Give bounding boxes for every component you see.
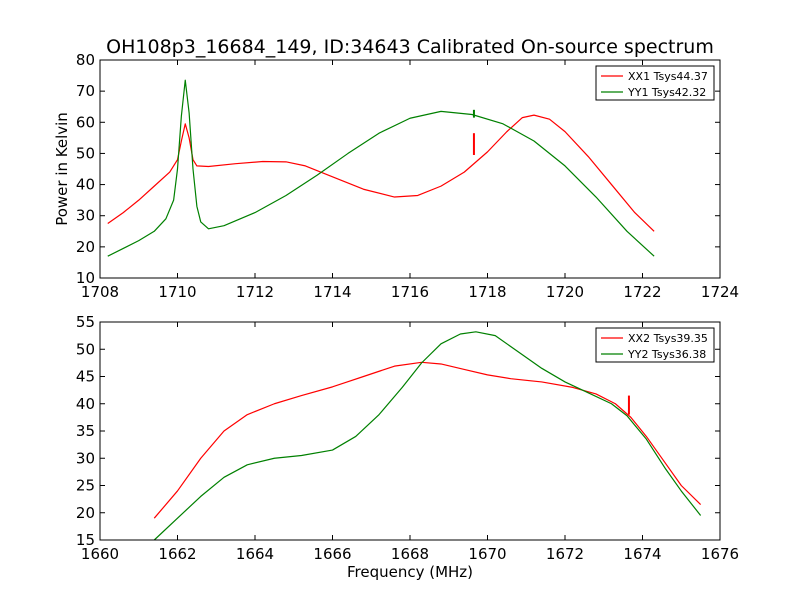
y-tick-label: 10 bbox=[76, 269, 95, 287]
x-tick-label: 1664 bbox=[236, 545, 274, 563]
y-tick-label: 40 bbox=[76, 176, 95, 194]
x-tick-label: 1676 bbox=[701, 545, 739, 563]
y-axis-label: Power in Kelvin bbox=[53, 112, 71, 226]
y-tick-label: 55 bbox=[76, 313, 95, 331]
x-tick-label: 1724 bbox=[701, 283, 739, 301]
y-tick-label: 70 bbox=[76, 82, 95, 100]
legend-box bbox=[595, 327, 715, 363]
series-line-2 bbox=[153, 331, 702, 541]
legend-entry: XX2 Tsys39.35 bbox=[628, 332, 708, 345]
x-tick-label: 1718 bbox=[468, 283, 506, 301]
x-tick-label: 1672 bbox=[546, 545, 584, 563]
bottom-panel: 1660 1662 1664 1666 1668 1670 1672 1674 1676 15 20… bbox=[76, 313, 739, 563]
x-tick-label: 1662 bbox=[158, 545, 196, 563]
x-tick-label: 1668 bbox=[391, 545, 429, 563]
y-tick-label: 40 bbox=[76, 395, 95, 413]
x-tick-label: 1710 bbox=[158, 283, 196, 301]
x-tick-label: 1674 bbox=[623, 545, 661, 563]
y-tick-label: 80 bbox=[76, 51, 95, 69]
y-tick-label: 50 bbox=[76, 144, 95, 162]
legend: XX1 Tsys44.37 YY1 Tsys42.32 bbox=[595, 65, 715, 101]
y-tick-label: 30 bbox=[76, 207, 95, 225]
x-tick-label: 1712 bbox=[236, 283, 274, 301]
chart-title: OH108p3_16684_149, ID:34643 Calibrated O… bbox=[106, 36, 714, 58]
x-tick-label: 1716 bbox=[391, 283, 429, 301]
x-tick-label: 1714 bbox=[313, 283, 351, 301]
legend-entry: YY2 Tsys36.38 bbox=[627, 348, 706, 361]
y-tick-label: 15 bbox=[76, 531, 95, 549]
x-tick-label: 1720 bbox=[546, 283, 584, 301]
y-tick-label: 20 bbox=[76, 504, 95, 522]
x-tick-label: 1670 bbox=[468, 545, 506, 563]
x-axis-label: Frequency (MHz) bbox=[347, 563, 473, 581]
legend-box bbox=[595, 65, 715, 101]
top-panel: 1708 1710 1712 1714 1716 1718 1720 1722 1724 10 20… bbox=[76, 51, 739, 301]
y-tick-label: 30 bbox=[76, 449, 95, 467]
x-tick-label: 1722 bbox=[623, 283, 661, 301]
y-tick-label: 60 bbox=[76, 113, 95, 131]
legend: XX2 Tsys39.35 YY2 Tsys36.38 bbox=[595, 327, 715, 363]
series-line-1 bbox=[153, 361, 702, 519]
series-line-2 bbox=[107, 79, 655, 257]
y-tick-label: 50 bbox=[76, 340, 95, 358]
x-tick-label: 1708 bbox=[81, 283, 119, 301]
y-tick-label: 25 bbox=[76, 477, 95, 495]
y-tick-label: 20 bbox=[76, 238, 95, 256]
x-tick-label: 1660 bbox=[81, 545, 119, 563]
legend-entry: YY1 Tsys42.32 bbox=[627, 86, 706, 99]
y-tick-label: 35 bbox=[76, 422, 95, 440]
legend-entry: XX1 Tsys44.37 bbox=[628, 70, 708, 83]
y-tick-label: 45 bbox=[76, 368, 95, 386]
x-tick-label: 1666 bbox=[313, 545, 351, 563]
